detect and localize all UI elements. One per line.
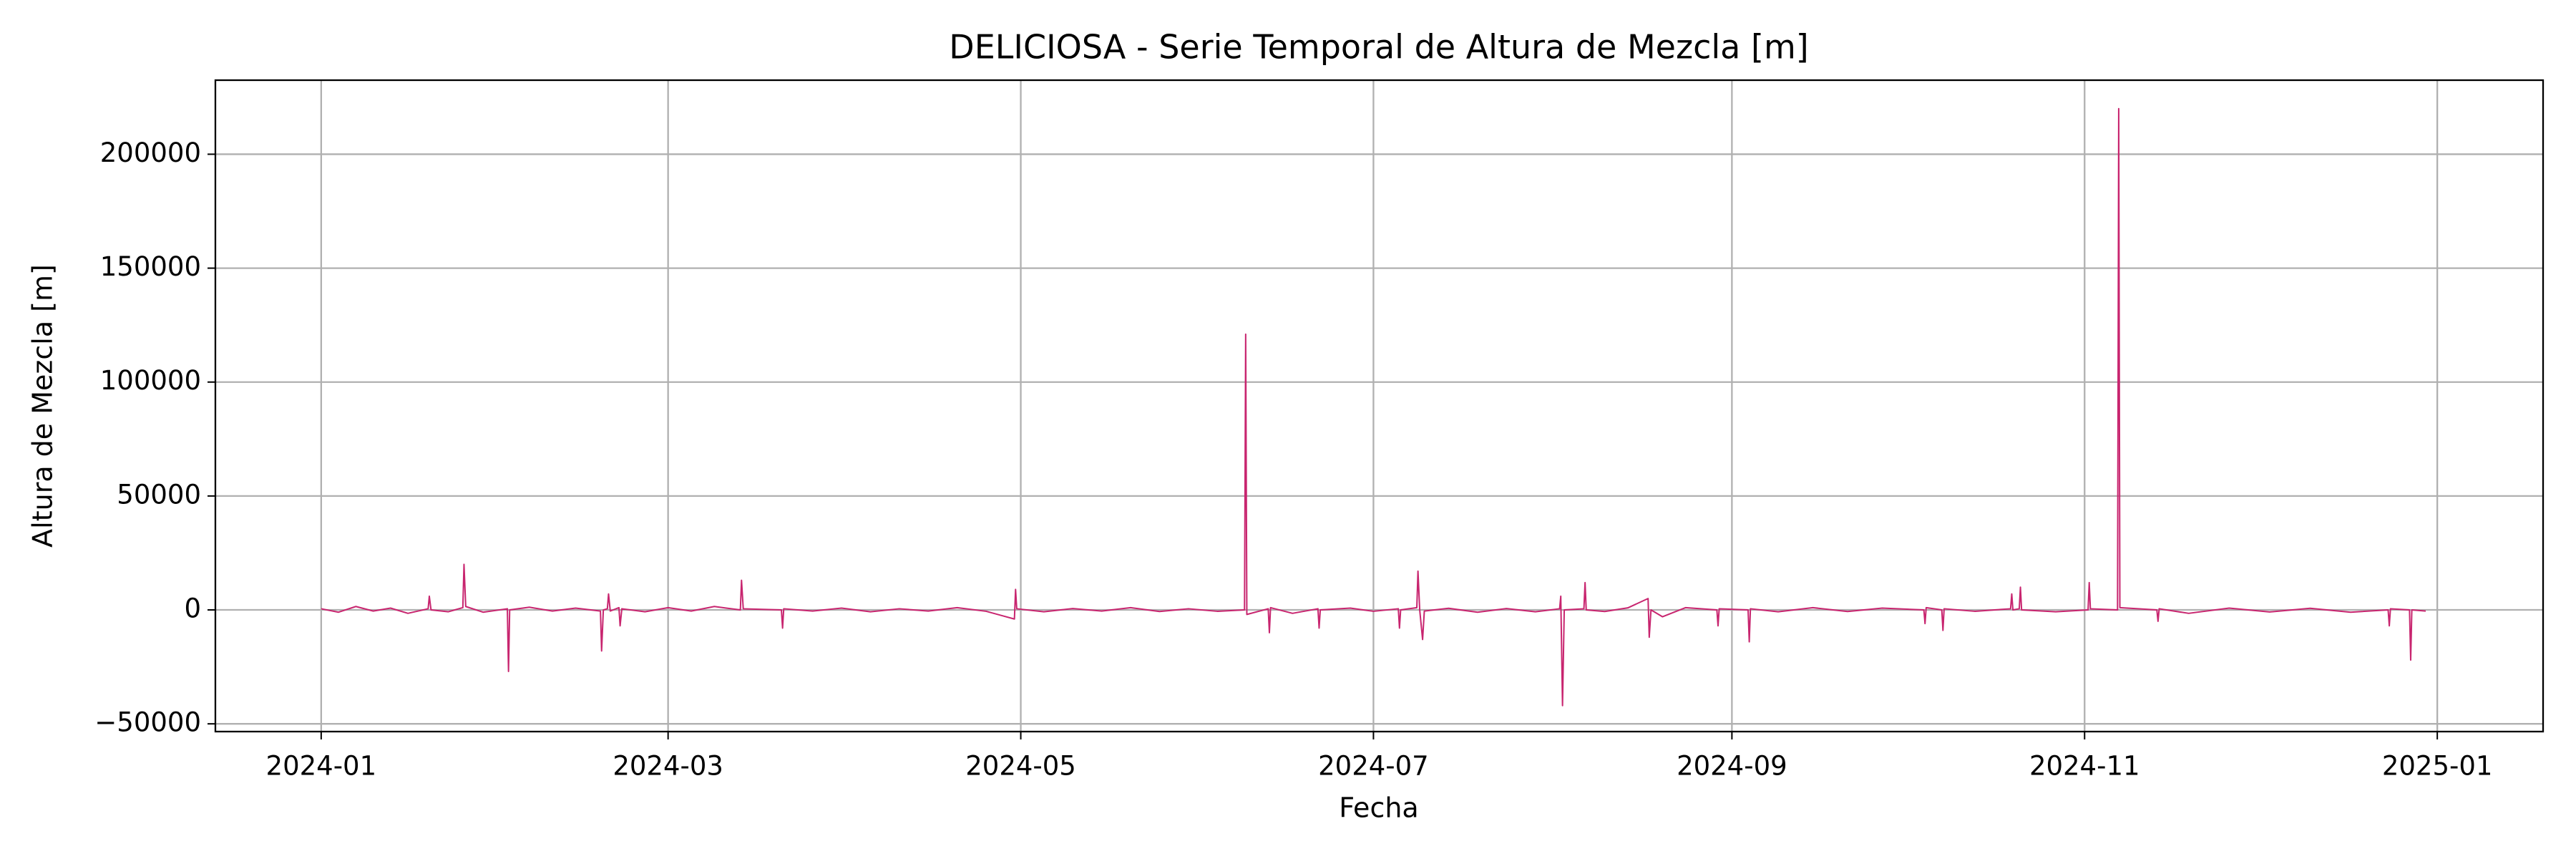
plot-frame — [214, 79, 2545, 733]
x-tick-label: 2025-01 — [2382, 751, 2493, 782]
x-tick-label: 2024-03 — [613, 751, 723, 782]
x-tick-label: 2024-11 — [2029, 751, 2140, 782]
ticks: −50000 0 50000 100000 150000 200000 2024-01 202… — [94, 137, 2492, 782]
y-tick-label: 100000 — [100, 365, 201, 396]
chart-title: DELICIOSA - Serie Temporal de Altura de … — [949, 28, 1808, 67]
x-axis-label: Fecha — [1339, 792, 1418, 824]
x-tick-label: 2024-01 — [266, 751, 377, 782]
x-tick-label: 2024-05 — [965, 751, 1076, 782]
grid — [215, 80, 2543, 732]
data-line — [321, 107, 2426, 707]
y-tick-label: 0 — [184, 593, 201, 624]
plot-data — [321, 107, 2426, 707]
y-tick-label: 50000 — [117, 479, 201, 510]
y-axis-label: Altura de Mezcla [m] — [27, 264, 59, 548]
x-tick-label: 2024-07 — [1318, 751, 1429, 782]
x-tick-label: 2024-09 — [1677, 751, 1787, 782]
y-tick-label: 150000 — [100, 251, 201, 282]
y-tick-label: 200000 — [100, 137, 201, 168]
y-tick-label: −50000 — [94, 707, 201, 738]
